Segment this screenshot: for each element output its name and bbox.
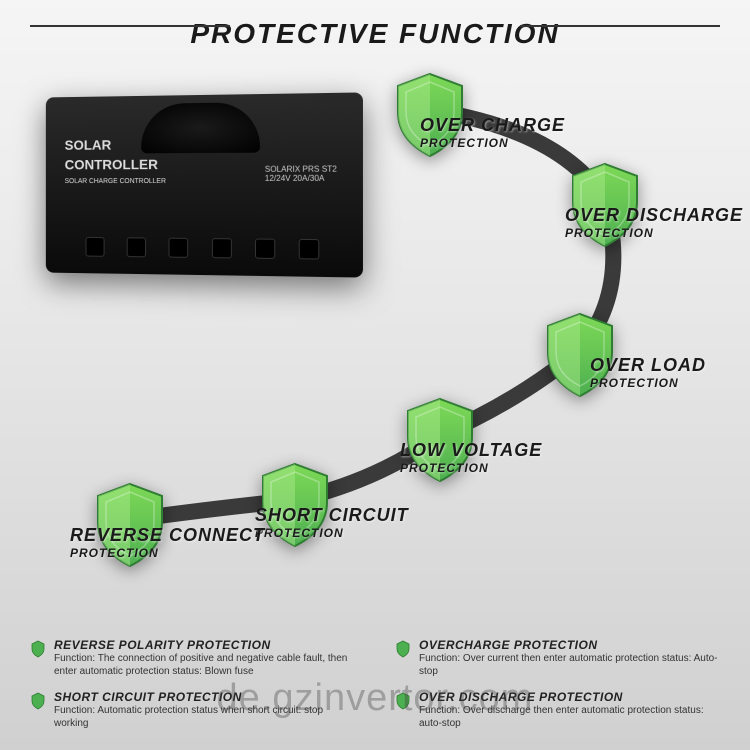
device-port	[255, 239, 275, 259]
detail-title: OVERCHARGE PROTECTION	[419, 638, 720, 652]
device-model: CONTROLLER	[65, 156, 158, 172]
device-port	[85, 237, 104, 257]
shield-label-over-load: OVER LOADPROTECTION	[590, 355, 706, 390]
device-series: SOLARIX PRS ST2	[265, 165, 337, 174]
device-spec: 12/24V 20A/30A	[265, 174, 337, 183]
shield-icon	[30, 692, 46, 710]
solar-controller-device: SOLAR CONTROLLER SOLAR CHARGE CONTROLLER…	[46, 92, 363, 277]
device-port	[127, 237, 146, 257]
details-grid: REVERSE POLARITY PROTECTION Function: Th…	[30, 638, 720, 730]
device-port	[299, 239, 320, 260]
detail-item: SHORT CIRCUIT PROTECTION Function: Autom…	[30, 690, 355, 730]
detail-title: OVER DISCHARGE PROTECTION	[419, 690, 720, 704]
shield-label-low-voltage: LOW VOLTAGEPROTECTION	[400, 440, 542, 475]
detail-body: Function: Over current then enter automa…	[419, 652, 720, 678]
page-title: PROTECTIVE FUNCTION	[0, 0, 750, 50]
detail-item: OVER DISCHARGE PROTECTION Function: Over…	[395, 690, 720, 730]
shield-icon	[395, 640, 411, 658]
detail-body: Function: Over discharge then enter auto…	[419, 704, 720, 730]
detail-item: REVERSE POLARITY PROTECTION Function: Th…	[30, 638, 355, 678]
shield-label-short-circuit: SHORT CIRCUITPROTECTION	[255, 505, 409, 540]
shield-label-reverse-connect: REVERSE CONNECTPROTECTION	[70, 525, 265, 560]
device-subtitle: SOLAR CHARGE CONTROLLER	[65, 178, 166, 185]
shield-label-over-discharge: OVER DISCHARGEPROTECTION	[565, 205, 743, 240]
shield-icon	[395, 692, 411, 710]
shield-icon	[30, 640, 46, 658]
detail-body: Function: The connection of positive and…	[54, 652, 355, 678]
detail-title: SHORT CIRCUIT PROTECTION	[54, 690, 355, 704]
device-port	[169, 238, 189, 258]
device-brand: SOLAR	[65, 137, 112, 153]
detail-title: REVERSE POLARITY PROTECTION	[54, 638, 355, 652]
device-port	[212, 238, 232, 258]
detail-item: OVERCHARGE PROTECTION Function: Over cur…	[395, 638, 720, 678]
shield-label-over-charge: OVER CHARGEPROTECTION	[420, 115, 565, 150]
detail-body: Function: Automatic protection status wh…	[54, 704, 355, 730]
